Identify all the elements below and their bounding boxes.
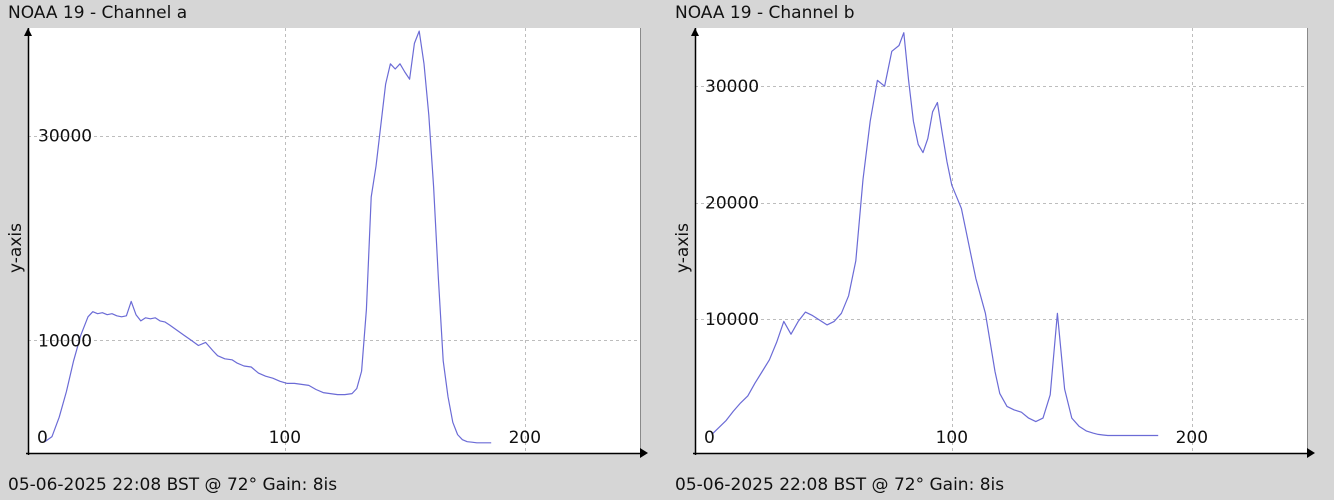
status-footer-text: 05-06-2025 22:08 BST @ 72° Gain: 8 (675, 475, 991, 495)
plot-area (695, 28, 1307, 453)
x-tick-label: 200 (509, 428, 541, 448)
x-tick-label: 100 (936, 428, 968, 448)
x-tick-label: 0 (37, 428, 48, 448)
plot-area (28, 28, 640, 453)
status-footer-text: 05-06-2025 22:08 BST @ 72° Gain: 8 (8, 475, 324, 495)
status-footer-suffix: is (323, 475, 338, 495)
y-tick-label: 10000 (705, 310, 759, 330)
status-footer-suffix: is (990, 475, 1005, 495)
y-axis-label: y-axis (6, 223, 26, 273)
chart-panel-channel-b: NOAA 19 - Channel b 0 100 200 10000 20000 300… (667, 0, 1334, 500)
x-axis-arrow (640, 448, 648, 458)
y-tick-label: 20000 (705, 194, 759, 214)
y-tick-label: 30000 (38, 127, 92, 147)
chart-panel-channel-a: NOAA 19 - Channel a 0 100 200 10000 30000 y-… (6, 3, 648, 495)
y-axis-label: y-axis (673, 223, 693, 273)
y-tick-label: 30000 (705, 77, 759, 97)
series-line (711, 32, 1159, 437)
y-axis-arrow (691, 28, 699, 36)
status-footer: 05-06-2025 22:08 BST @ 72° Gain: 8is (8, 475, 337, 495)
y-axis-arrow (24, 28, 32, 36)
x-tick-label: 100 (269, 428, 301, 448)
x-tick-label: 0 (704, 428, 715, 448)
chart-title: NOAA 19 - Channel b (675, 3, 855, 23)
y-tick-label: 10000 (38, 331, 92, 351)
status-footer: 05-06-2025 22:08 BST @ 72° Gain: 8is (675, 475, 1004, 495)
chart-title: NOAA 19 - Channel a (8, 3, 188, 23)
x-axis-arrow (1307, 448, 1315, 458)
chart-plot-channel-b: 0 100 200 10000 20000 30000 (691, 28, 1315, 458)
series-line (44, 30, 492, 444)
chart-plot-channel-a: 0 100 200 10000 30000 (24, 28, 648, 458)
x-tick-label: 200 (1176, 428, 1208, 448)
